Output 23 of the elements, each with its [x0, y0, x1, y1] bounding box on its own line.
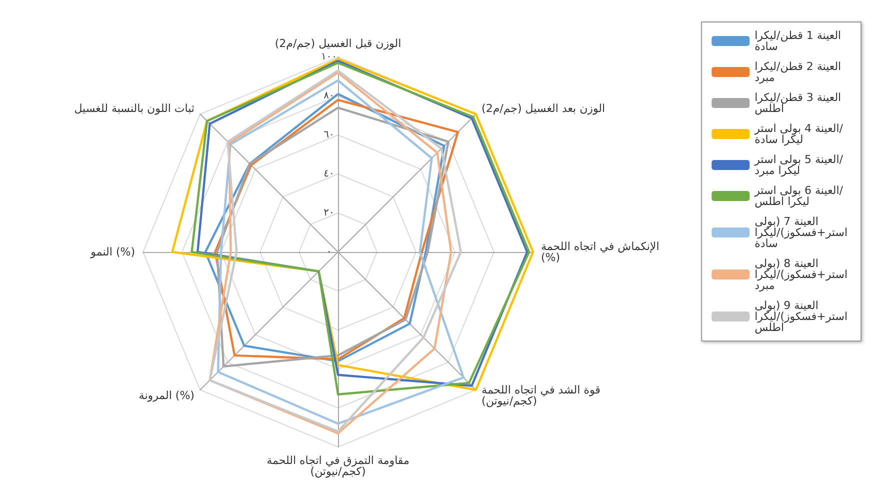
legend-label: العينة 8 (بولى استر+فسكوز)/ليكرا مبرد	[754, 257, 852, 292]
spoke-label: ثبات اللون بالنسبة للغسيل	[74, 102, 194, 115]
spoke-label: المرونة (%)	[138, 389, 194, 402]
y-tick-label: ٨٠	[324, 90, 334, 102]
legend-label: العينة 6 بولى استر/ليكرا اطلس	[754, 184, 844, 208]
spoke-label: الوزن قبل الغسيل (جم/م2)	[274, 37, 402, 50]
y-tick-label: ٢٠	[324, 208, 334, 218]
spoke-label: مقاومة التمزق في اتجاه اللحمة (كجم/نيوتن)	[266, 454, 410, 478]
legend-label: العينة 3 قطن/ليكرا اطلس	[754, 91, 845, 115]
y-tick-label: ٤٠	[324, 168, 334, 180]
legend-label: العينة 5 بولى استر/ليكرا مبرد	[754, 153, 844, 177]
legend-label: العينة 9 (بولى استر+فسكوز)/ليكرا اطلس	[754, 299, 852, 334]
spoke-label: قوة الشد في اتجاه اللحمة (كجم/نيوتن)	[482, 384, 600, 408]
spoke-label: الوزن بعد الغسيل (جم/م2)	[482, 102, 606, 115]
legend-label: العينة 4 بولى استر/ليكرا سادة	[754, 122, 844, 146]
legend-label: العينة 2 قطن/ليكرا مبرد	[754, 60, 845, 84]
y-tick-label: ٦٠	[324, 130, 334, 140]
legend-label: العينة 7 (بولى استر+فسكوز)/ليكرا سادة	[754, 215, 852, 250]
y-tick-label: ٠	[326, 246, 332, 258]
spoke-label: النمو (%)	[90, 246, 135, 258]
y-tick-label: ١٠٠	[320, 52, 338, 62]
legend-label: العينة 1 قطن/ليكرا سادة	[754, 29, 845, 53]
spoke-label: الإنكماش في اتجاه اللحمة (%)	[541, 240, 660, 264]
